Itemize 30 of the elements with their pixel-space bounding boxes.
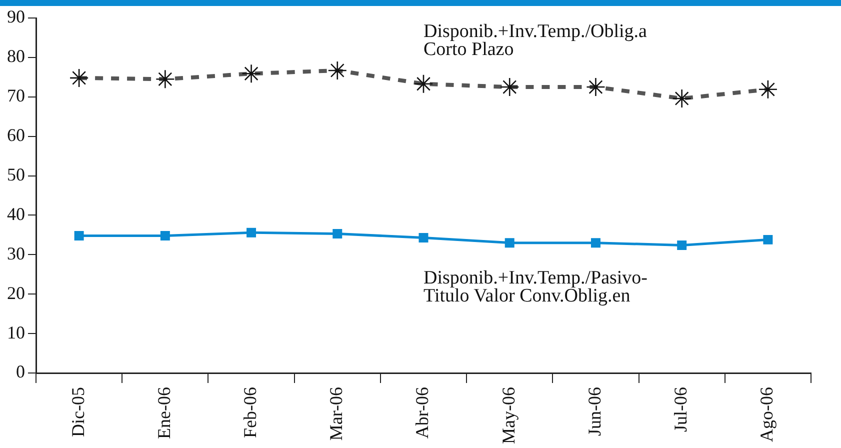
point xyxy=(677,240,687,250)
y-tick-label: 70 xyxy=(7,86,25,106)
point xyxy=(160,231,170,240)
y-tick-label: 80 xyxy=(7,46,25,66)
point xyxy=(246,228,256,238)
y-tick-label: 50 xyxy=(7,164,25,185)
x-tick-label: Dic-05 xyxy=(68,387,88,437)
point xyxy=(590,238,600,248)
point xyxy=(763,234,773,244)
x-tick-label: Mar-06 xyxy=(326,387,346,441)
y-tick-label: 90 xyxy=(7,6,25,27)
x-tick-label: Ago-06 xyxy=(756,387,777,442)
point xyxy=(332,229,342,239)
series-label: Disponib.+Inv.Temp./Oblig.a Corto Plazo xyxy=(424,20,648,60)
series-label: Disponib.+Inv.Temp./Pasivo-Titulo Valor Conv.Oblig.en xyxy=(424,268,648,307)
y-tick-label: 0 xyxy=(16,362,25,382)
x-tick-label: Jun-06 xyxy=(584,387,604,436)
x-tick-label: Abr-06 xyxy=(412,387,432,439)
y-tick-label: 60 xyxy=(7,125,25,146)
y-tick-label: 20 xyxy=(7,282,25,303)
x-tick-label: Jul-06 xyxy=(670,387,691,432)
y-tick-label: 10 xyxy=(7,322,25,342)
point xyxy=(74,231,84,240)
point xyxy=(504,238,514,248)
x-tick-label: Feb-06 xyxy=(240,387,260,438)
y-tick-label: 30 xyxy=(7,243,25,264)
x-tick-label: Ene-06 xyxy=(154,387,174,439)
point xyxy=(418,232,428,242)
x-tick-label: May-06 xyxy=(498,387,518,444)
y-tick-label: 40 xyxy=(7,204,25,224)
